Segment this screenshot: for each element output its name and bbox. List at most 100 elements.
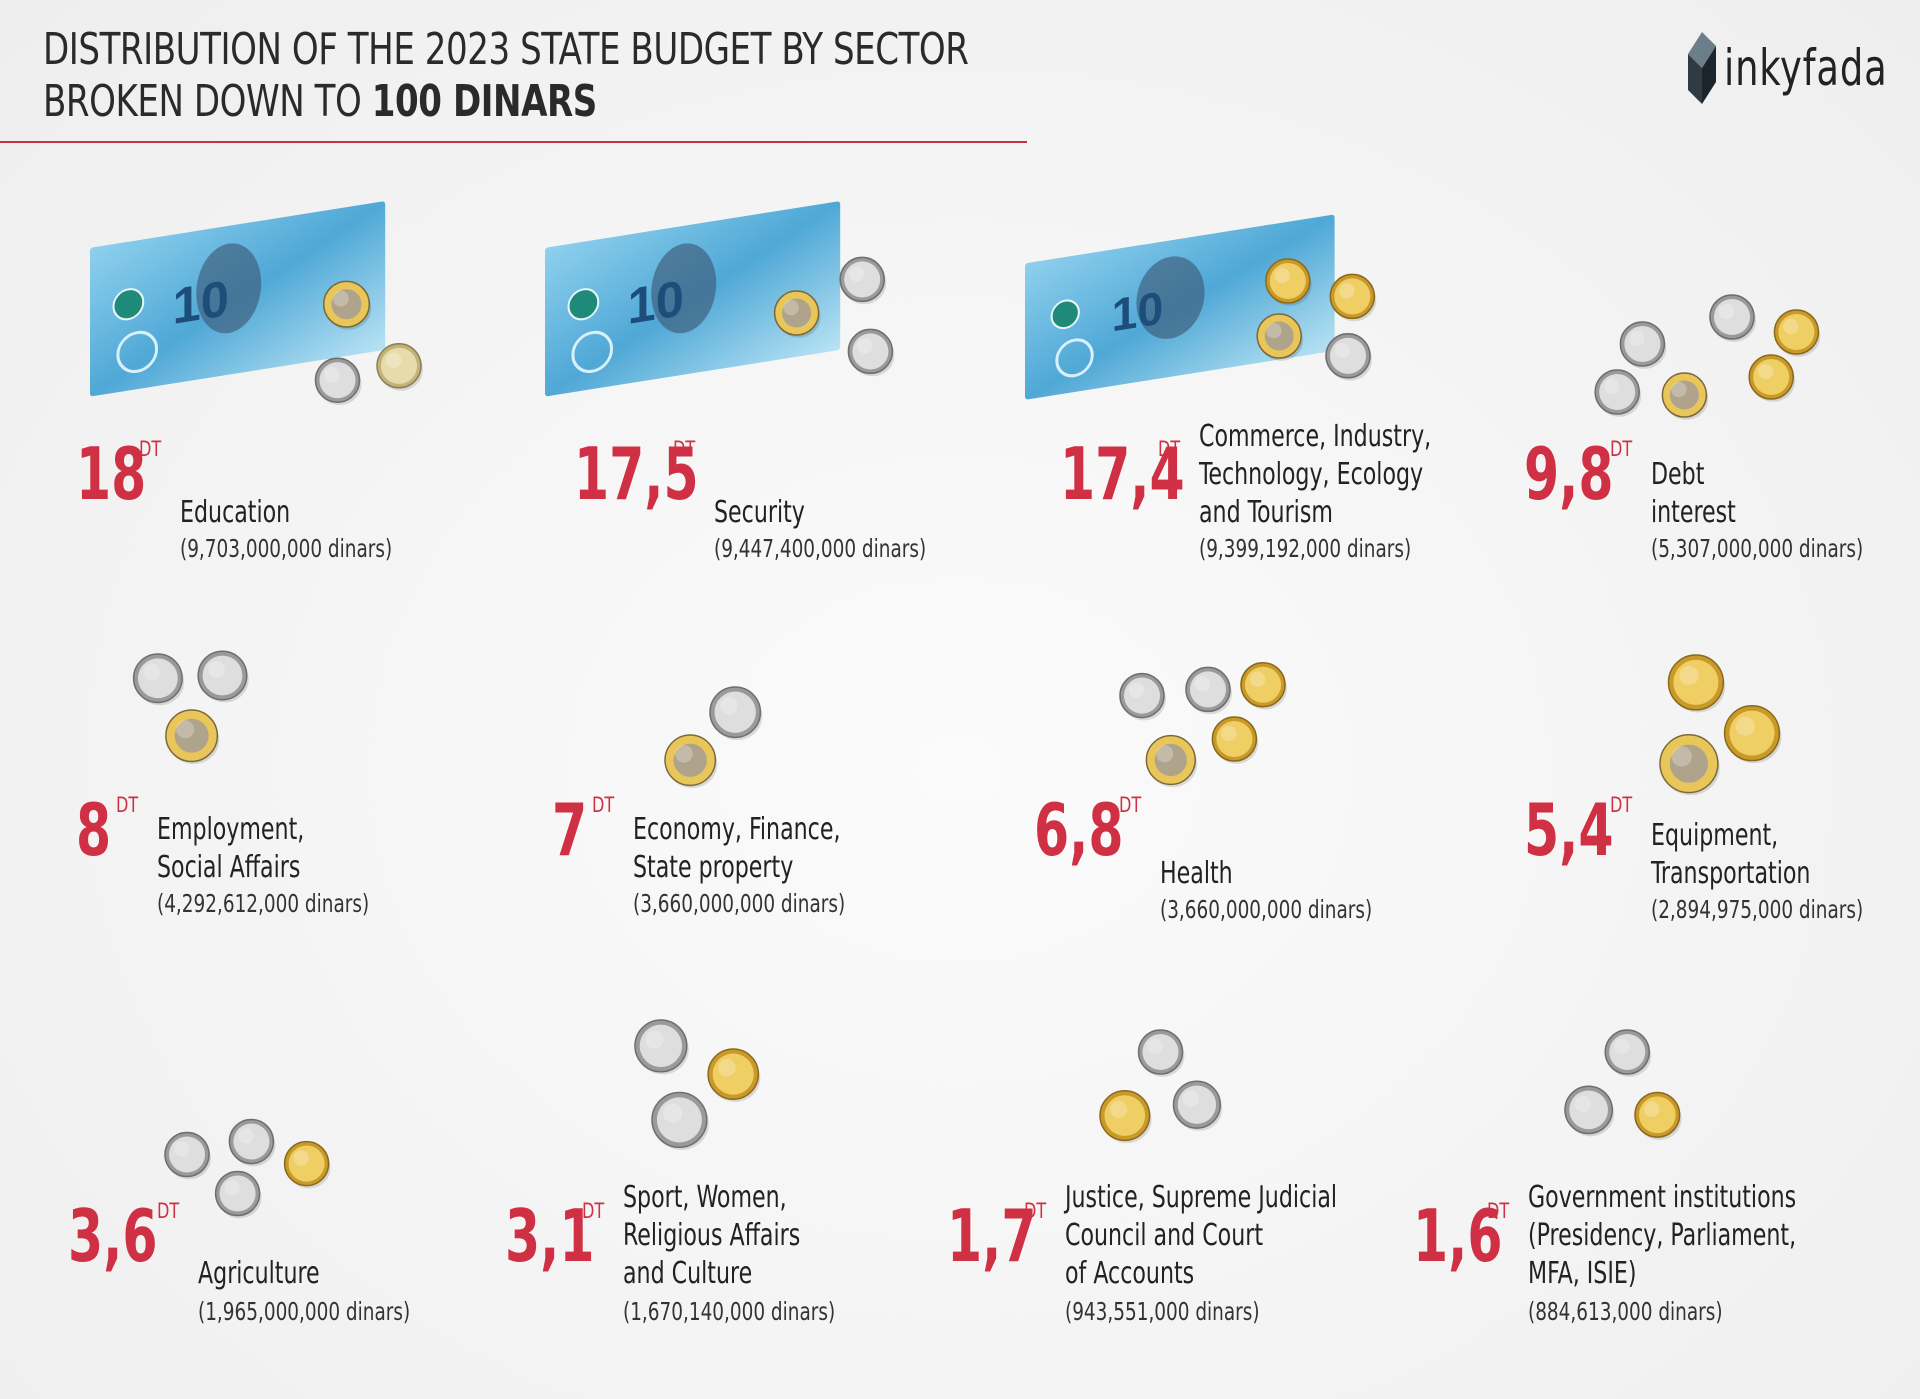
sector-amount: (4,292,612,000 dinars) <box>157 889 370 918</box>
silver-coin-1 <box>1709 294 1756 342</box>
silver-coin-1 <box>314 357 362 406</box>
currency-unit: DT <box>582 1199 605 1223</box>
currency-unit: DT <box>592 793 615 817</box>
currency-unit: DT <box>1610 437 1633 461</box>
title-divider <box>0 141 1027 143</box>
currency-unit: DT <box>157 1199 180 1223</box>
gold-coin-0 <box>1667 654 1726 713</box>
sector-label-line: Social Affairs <box>157 850 301 885</box>
silver-coin-0 <box>634 1019 689 1075</box>
bimetal-coin-0 <box>773 290 821 338</box>
sector-label-line: Sport, Women, <box>623 1180 787 1215</box>
sector-amount: (1,965,000,000 dinars) <box>198 1297 411 1326</box>
sector-amount: (1,670,140,000 dinars) <box>623 1297 836 1326</box>
silver-coin-1 <box>197 650 249 703</box>
currency-unit: DT <box>139 437 162 461</box>
silver-coin-0 <box>132 653 185 706</box>
silver-coin-3 <box>1325 333 1372 381</box>
money-illustration <box>1564 1029 1682 1141</box>
sector-amount: (9,447,400,000 dinars) <box>714 534 927 563</box>
sector-value: 8 <box>76 788 112 872</box>
money-illustration: 10 <box>1025 214 1377 400</box>
sector-label-line: Technology, Ecology <box>1199 457 1424 492</box>
sector-value: 5,4 <box>1524 788 1614 872</box>
svg-text:10: 10 <box>173 269 229 335</box>
sector-label-line: Commerce, Industry, <box>1199 419 1432 454</box>
gold-coin-2 <box>1634 1091 1682 1141</box>
sector-amount: (884,613,000 dinars) <box>1528 1297 1723 1326</box>
sector-label-line: and Culture <box>623 1256 753 1291</box>
silver-coin-0 <box>709 686 763 741</box>
sector-label: Health <box>1160 855 1233 893</box>
currency-unit: DT <box>1610 793 1633 817</box>
sector-label: Debt interest <box>1651 456 1736 532</box>
money-illustration <box>634 1019 761 1150</box>
currency-unit: DT <box>1487 1199 1510 1223</box>
sector-label-line: Education <box>180 495 291 530</box>
silver-coin-1 <box>1185 666 1232 715</box>
sector-amount: (9,399,192,000 dinars) <box>1199 534 1412 563</box>
sector-label-line: Debt <box>1651 457 1705 492</box>
page-title: DISTRIBUTION OF THE 2023 STATE BUDGET BY… <box>43 24 969 128</box>
sector-label-line: Government institutions <box>1528 1180 1797 1215</box>
sector-label-line: MFA, ISIE) <box>1528 1256 1637 1291</box>
sector-label: Education <box>180 494 290 532</box>
sector-label-line: of Accounts <box>1065 1256 1195 1291</box>
silver-coin-1 <box>1172 1080 1223 1131</box>
silver-coin-0 <box>1137 1029 1185 1077</box>
sector-value: 3,6 <box>68 1194 158 1278</box>
gold-coin-0 <box>1265 258 1312 306</box>
sector-label-line: Employment, <box>157 812 305 847</box>
sector-amount: (2,894,975,000 dinars) <box>1651 895 1864 924</box>
silver-coin-1 <box>1564 1085 1615 1137</box>
money-illustration <box>1119 662 1287 788</box>
title-line-2: BROKEN DOWN TO 100 DINARS <box>43 76 597 127</box>
money-illustration <box>1659 654 1782 796</box>
money-illustration <box>1099 1029 1223 1144</box>
money-illustration <box>1594 294 1821 420</box>
svg-text:10: 10 <box>628 269 684 335</box>
bimetal-coin-0 <box>322 280 372 330</box>
banknote-10-dinars: 10 <box>1025 214 1335 400</box>
currency-unit: DT <box>1119 793 1142 817</box>
sector-label: Commerce, Industry, Technology, Ecology an… <box>1199 418 1431 532</box>
gold-coin-2 <box>1773 309 1821 357</box>
sector-amount: (5,307,000,000 dinars) <box>1651 534 1864 563</box>
gold-coin-1 <box>1723 705 1782 764</box>
sector-label-line: (Presidency, Parliament, <box>1528 1218 1797 1253</box>
sector-label: Sport, Women, Religious Affairs and Cultur… <box>623 1179 800 1293</box>
sector-amount: (9,703,000,000 dinars) <box>180 534 393 563</box>
sector-label-line: Health <box>1160 856 1233 891</box>
svg-text:10: 10 <box>1112 282 1164 342</box>
sector-label-line: Transportation <box>1651 856 1811 891</box>
silver-coin-0 <box>1604 1029 1652 1077</box>
gold-coin-5 <box>1748 354 1796 402</box>
banknote-10-dinars: 10 <box>545 201 841 397</box>
sector-label: Economy, Finance, State property <box>633 811 840 887</box>
logo-mark-icon <box>1688 32 1716 104</box>
sector-label: Agriculture <box>198 1255 320 1293</box>
gold-coin-1 <box>1329 273 1377 322</box>
sector-value: 3,1 <box>505 1194 595 1278</box>
bimetal-coin-4 <box>1145 734 1198 788</box>
sector-label: Government institutions (Presidency, Parl… <box>1528 1179 1796 1293</box>
sector-label-line: Economy, Finance, <box>633 812 841 847</box>
sector-label-line: Council and Court <box>1065 1218 1264 1253</box>
currency-unit: DT <box>1158 437 1181 461</box>
sector-value: 1,7 <box>947 1194 1037 1278</box>
logo-text: inkyfada <box>1724 39 1888 97</box>
silver-coin-0 <box>1119 672 1166 721</box>
gold-coin-3 <box>1211 716 1259 764</box>
gold-coin-2 <box>283 1140 331 1189</box>
silver-coin-2 <box>651 1091 709 1150</box>
sector-label: Security <box>714 494 805 532</box>
money-illustration: 10 <box>545 201 895 397</box>
money-illustration <box>164 1118 331 1219</box>
sector-label: Employment, Social Affairs <box>157 811 304 887</box>
sector-label-line: Justice, Supreme Judicial <box>1065 1180 1338 1215</box>
gold-coin-2 <box>1240 662 1287 710</box>
gold-coin-1 <box>707 1048 761 1102</box>
bimetal-coin-2 <box>165 709 220 765</box>
silver-coin-1 <box>228 1118 276 1167</box>
sector-label-line: interest <box>1651 495 1736 530</box>
